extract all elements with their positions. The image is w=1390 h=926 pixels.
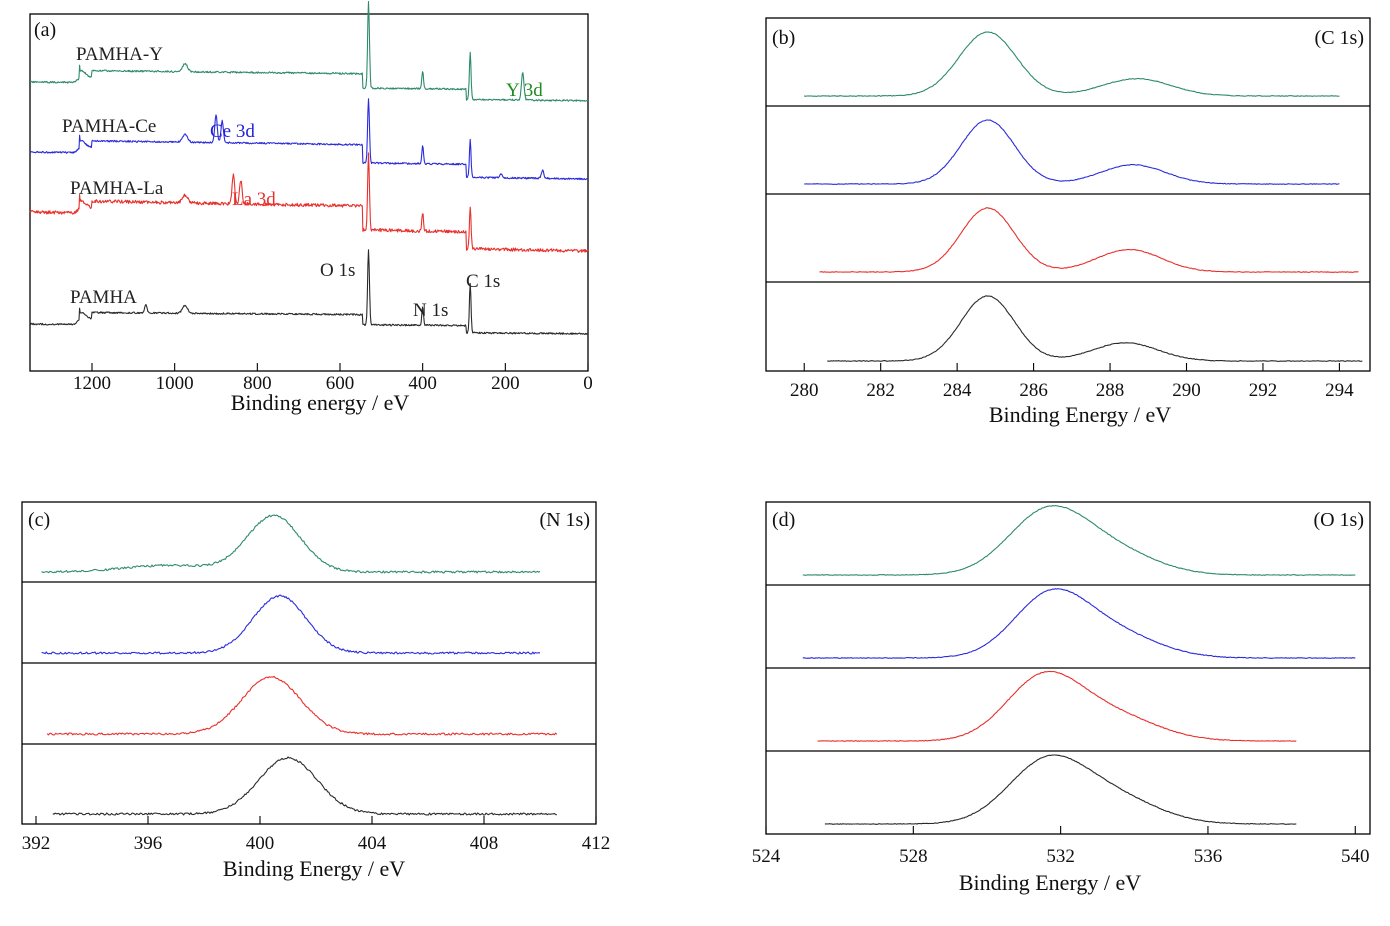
spectrum-pamha xyxy=(827,295,1363,362)
series-label-pamha-ce: PAMHA-Ce xyxy=(62,116,156,137)
spectrum-pamha-ce xyxy=(41,594,541,655)
x-tick-label: 1200 xyxy=(73,373,111,394)
x-tick-label: 286 xyxy=(1019,380,1048,401)
panel-c-x-ticks: 392 396 400 404 408 412 xyxy=(22,816,611,854)
spectrum-pamha-la xyxy=(46,675,558,736)
annotation-c1s: C 1s xyxy=(466,271,500,292)
x-tick-label: 292 xyxy=(1249,380,1278,401)
panel-d-o1s: (d) (O 1s) 524 528 532 536 540 Binding Energ… xyxy=(752,501,1371,895)
survey-pamha-la xyxy=(29,152,589,253)
annotation-y3d: Y 3d xyxy=(506,80,543,101)
survey-pamha-ce xyxy=(29,98,589,181)
x-tick-label: 600 xyxy=(326,373,355,394)
survey-pamha xyxy=(29,249,589,335)
panel-a-frame xyxy=(29,13,589,372)
annotation-o1s: O 1s xyxy=(320,260,355,281)
panel-a-survey: (a) 1200 1000 800 600 400 200 0 PAMHA-Y PAMHA-… xyxy=(29,0,593,415)
x-tick-label: 800 xyxy=(243,373,272,394)
x-tick-label: 1000 xyxy=(156,373,194,394)
spectrum-pamha-y xyxy=(804,31,1340,97)
panel-a-x-axis-label: Binding energy / eV xyxy=(231,390,410,415)
x-tick-label: 290 xyxy=(1172,380,1201,401)
x-tick-label: 540 xyxy=(1341,846,1370,867)
x-tick-label: 288 xyxy=(1096,380,1125,401)
annotation-n1s: N 1s xyxy=(413,300,448,321)
x-tick-label: 400 xyxy=(408,373,437,394)
x-tick-label: 536 xyxy=(1194,846,1223,867)
spectrum-pamha xyxy=(52,756,557,816)
annotation-la3d: La 3d xyxy=(232,189,276,210)
panel-b-series xyxy=(804,31,1363,362)
series-label-pamha-la: PAMHA-La xyxy=(70,178,164,199)
x-tick-label: 0 xyxy=(583,373,593,394)
spectrum-pamha-ce xyxy=(804,119,1340,185)
panel-b-c1s: (b) (C 1s) 280 282 284 286 288 290 292 294 Bind… xyxy=(765,17,1371,427)
spectrum-pamha-y xyxy=(41,514,541,574)
x-tick-label: 392 xyxy=(22,833,51,854)
panel-a-series xyxy=(29,0,589,335)
panel-b-x-ticks: 280 282 284 286 288 290 292 294 xyxy=(790,363,1354,401)
survey-pamha-y xyxy=(30,0,589,102)
panel-d-label: (d) xyxy=(772,509,795,531)
spectrum-pamha-la xyxy=(819,207,1359,273)
panel-d-x-axis-label: Binding Energy / eV xyxy=(959,870,1141,895)
panel-b-label: (b) xyxy=(772,27,795,49)
panel-c-n1s: (c) (N 1s) 392 396 400 404 408 412 Binding En… xyxy=(21,501,611,881)
panel-c-x-axis-label: Binding Energy / eV xyxy=(223,856,405,881)
panel-b-x-axis-label: Binding Energy / eV xyxy=(989,402,1171,427)
panel-c-label: (c) xyxy=(28,509,50,531)
x-tick-label: 404 xyxy=(358,833,387,854)
x-tick-label: 284 xyxy=(943,380,972,401)
x-tick-label: 532 xyxy=(1046,846,1075,867)
spectrum-pamha xyxy=(824,754,1297,825)
x-tick-label: 396 xyxy=(134,833,163,854)
panel-d-series xyxy=(802,505,1356,825)
panel-c-series xyxy=(41,514,558,816)
panel-a-x-ticks: 1200 1000 800 600 400 200 0 xyxy=(73,363,593,394)
x-tick-label: 400 xyxy=(246,833,275,854)
x-tick-label: 280 xyxy=(790,380,819,401)
x-tick-label: 408 xyxy=(470,833,499,854)
series-label-pamha: PAMHA xyxy=(70,287,137,308)
x-tick-label: 294 xyxy=(1325,380,1354,401)
x-tick-label: 524 xyxy=(752,846,781,867)
spectrum-pamha-la xyxy=(817,670,1297,742)
spectrum-pamha-ce xyxy=(802,588,1356,659)
x-tick-label: 528 xyxy=(899,846,928,867)
annotation-ce3d: Ce 3d xyxy=(210,121,255,142)
series-label-pamha-y: PAMHA-Y xyxy=(76,44,163,65)
x-tick-label: 200 xyxy=(491,373,520,394)
panel-c-region-label: (N 1s) xyxy=(539,509,590,531)
panel-b-region-label: (C 1s) xyxy=(1315,27,1364,49)
panel-d-x-ticks: 524 528 532 536 540 xyxy=(752,826,1370,867)
x-tick-label: 282 xyxy=(866,380,895,401)
x-tick-label: 412 xyxy=(582,833,611,854)
spectrum-pamha-y xyxy=(802,505,1356,576)
panel-a-label: (a) xyxy=(34,19,56,41)
panel-d-region-label: (O 1s) xyxy=(1313,509,1364,531)
